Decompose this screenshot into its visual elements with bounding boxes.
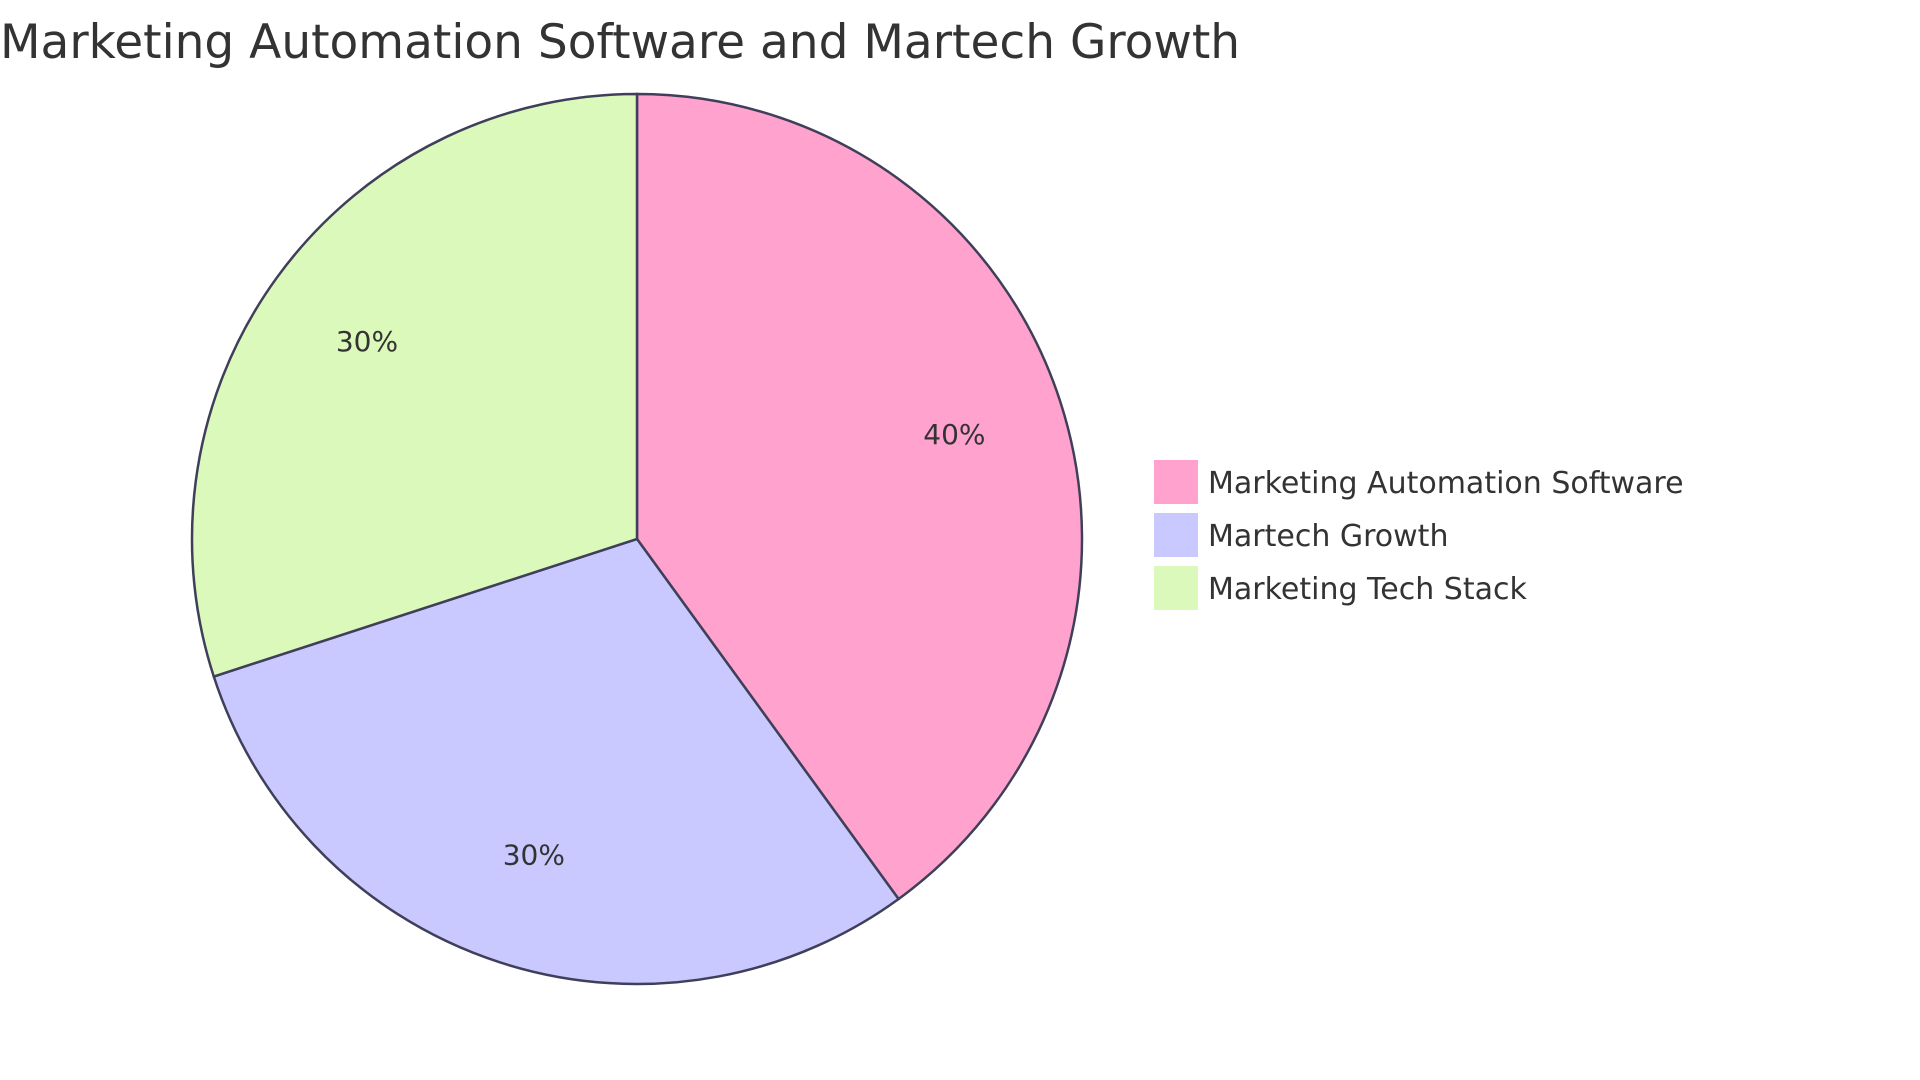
legend-label: Marketing Automation Software xyxy=(1208,466,1684,501)
pie-slice xyxy=(635,92,1084,901)
slice-label: 30% xyxy=(503,838,565,871)
legend-swatch xyxy=(1154,566,1198,610)
slice-label: 40% xyxy=(923,418,985,451)
pie-slice xyxy=(190,92,639,679)
legend-label: Martech Growth xyxy=(1208,519,1448,554)
legend-label: Marketing Tech Stack xyxy=(1208,572,1527,607)
legend-swatch xyxy=(1154,460,1198,504)
chart-title: Marketing Automation Software and Martec… xyxy=(0,15,1240,70)
slice-label: 30% xyxy=(336,325,398,358)
legend-swatch xyxy=(1154,513,1198,557)
pie-slice xyxy=(212,537,901,986)
